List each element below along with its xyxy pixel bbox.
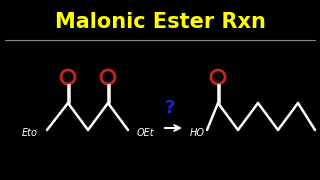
Text: Malonic Ester Rxn: Malonic Ester Rxn	[55, 12, 265, 32]
Text: HO: HO	[189, 128, 204, 138]
Text: Eto: Eto	[22, 128, 38, 138]
Text: OEt: OEt	[136, 128, 154, 138]
Text: ?: ?	[165, 99, 175, 117]
